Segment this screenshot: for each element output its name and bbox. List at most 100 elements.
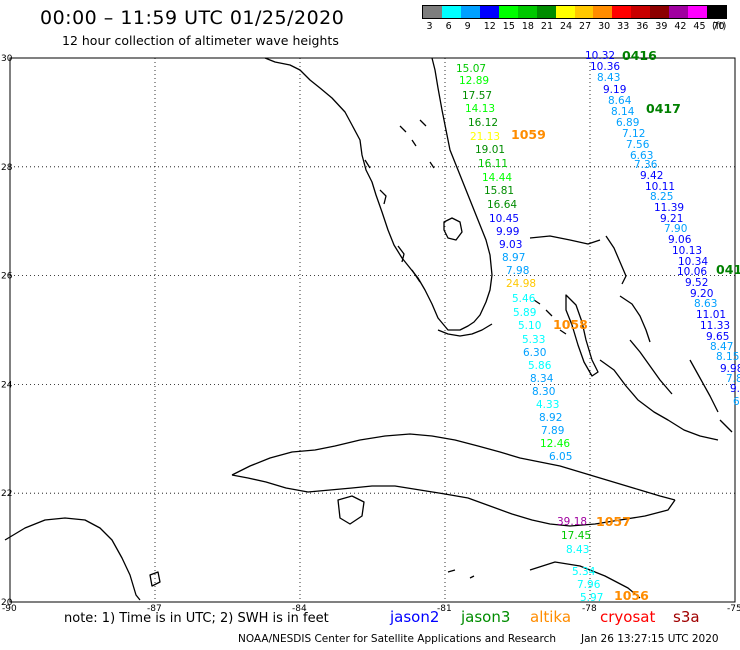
wave-height-value: 8.92 (539, 412, 562, 424)
wave-height-value: 10.11 (645, 181, 675, 193)
legend-label-15: 15 (502, 21, 515, 32)
note-text: note: 1) Time is in UTC; 2) SWH is in fe… (64, 611, 329, 626)
track-jason2: 10.3210.368.439.198.648.146.897.127.566.… (585, 50, 740, 408)
map-title: 00:00 – 11:59 UTC 01/25/2020 (40, 7, 345, 29)
gulf-coast-florida-panhandle (264, 57, 493, 331)
map-frame (9, 57, 736, 603)
florida-keys (437, 323, 493, 337)
pass-time-label: 1059 (511, 127, 546, 142)
legend-label-9: 9 (464, 21, 471, 32)
yucatan-coast (4, 517, 141, 601)
wave-height-value: 10.34 (678, 256, 708, 268)
legend-swatch-3 (423, 6, 442, 18)
satellite-cryosat: cryosat (600, 608, 656, 626)
wave-height-value: 9.65 (706, 331, 729, 343)
wave-height-value: 17.45 (561, 530, 591, 542)
wave-height-value: 5.46 (512, 293, 536, 305)
pass-time-label: 1056 (614, 588, 649, 603)
scattered-cays (399, 119, 567, 335)
legend-label-42: 42 (674, 21, 687, 32)
lon-label: -81 (437, 604, 452, 614)
exumas (629, 339, 673, 395)
wave-height-value: 19.01 (475, 144, 505, 156)
wave-height-value: 14.44 (482, 172, 512, 184)
legend-swatch-18 (517, 6, 537, 18)
lat-lon-grid (9, 57, 736, 603)
legend-label-12: 12 (483, 21, 496, 32)
wave-height-value: 7.96 (577, 579, 601, 591)
wave-height-value: 9.20 (690, 288, 713, 300)
wave-height-value: 7.90 (664, 223, 687, 235)
wave-height-value: 10.13 (672, 245, 702, 257)
wave-height-value: 8.14 (611, 106, 635, 118)
wave-height-value: 8.15 (716, 351, 739, 363)
legend-swatch-15 (498, 6, 518, 18)
wave-height-value: 24.98 (506, 278, 536, 290)
legend-swatch-30 (593, 6, 613, 18)
wave-height-value: 7.12 (622, 128, 645, 140)
legend-color-bar (422, 5, 727, 19)
wave-height-value: 12.89 (459, 75, 489, 87)
wave-height-value: 7.36 (634, 159, 658, 171)
legend-swatch-12 (479, 6, 499, 18)
wave-height-value: 8.30 (532, 386, 555, 398)
credit-text: NOAA/NESDIS Center for Satellite Applica… (238, 633, 556, 645)
legend-swatch-21 (536, 6, 556, 18)
wave-height-value: 15.07 (456, 63, 486, 75)
wave-height-value: 8.63 (694, 298, 717, 310)
wave-height-value: 5.34 (572, 566, 596, 578)
wave-height-value: 8.47 (710, 341, 733, 353)
legend-label-21: 21 (540, 21, 553, 32)
wave-height-value: 39.18 (557, 516, 587, 528)
abaco (605, 235, 627, 285)
satellite-jason3: jason3 (461, 608, 511, 626)
legend-swatch-33 (612, 6, 632, 18)
pass-time-label: 0416 (622, 48, 657, 63)
legend-swatch-45 (688, 6, 708, 18)
andros-island (565, 294, 599, 377)
pass-time-label: 0417 (646, 101, 681, 116)
wave-height-value: 16.12 (468, 117, 498, 129)
pass-time-label: 1058 (553, 317, 588, 332)
wave-height-value: 5.86 (528, 360, 552, 372)
legend-swatch-9 (460, 6, 480, 18)
wave-height-value: 8.34 (530, 373, 554, 385)
grand-bahama (529, 235, 601, 245)
legend-label-39: 39 (655, 21, 668, 32)
wave-height-value: 8.43 (597, 72, 620, 84)
west-coast-bays (364, 159, 421, 283)
lat-label: 26 (1, 272, 13, 282)
legend-label-70: 70 (712, 21, 725, 32)
satellite-jason2: jason2 (390, 608, 440, 626)
legend-label-27: 27 (579, 21, 592, 32)
cuba-south-coast (231, 474, 676, 527)
legend-swatch-70 (707, 6, 726, 18)
track-altika: 39.18 17.45 8.43 5.347.965.97 (557, 516, 603, 604)
wave-height-value: 6.63 (630, 150, 653, 162)
generated-timestamp: Jan 26 13:27:15 UTC 2020 (581, 633, 719, 645)
wave-height-value: 7.8 (726, 373, 740, 385)
lon-label: -87 (147, 604, 162, 614)
lat-label: 22 (1, 489, 12, 499)
legend-label-45: 45 (693, 21, 706, 32)
long-island-bahamas (689, 359, 719, 413)
wave-height-value: 7.56 (626, 139, 650, 151)
lon-label: -90 (2, 604, 17, 614)
legend-label-18: 18 (521, 21, 534, 32)
wave-height-value: 10.06 (677, 266, 707, 278)
legend-swatch-39 (650, 6, 670, 18)
pass-time-labels: 0416 0417 041 1059 1058 1057 1056 (511, 48, 740, 603)
wave-height-value: 9.99 (496, 226, 519, 238)
wave-height-value: 16.11 (478, 158, 508, 170)
wave-height-value: 8.43 (566, 544, 589, 556)
cuba-north-coast (231, 433, 676, 501)
wave-height-value: 9.06 (668, 234, 692, 246)
satellite-altika: altika (530, 608, 572, 626)
wave-height-value: 11.39 (654, 202, 684, 214)
wave-height-value: 5.89 (513, 307, 536, 319)
wave-height-value: 11.01 (696, 309, 726, 321)
wave-height-value: 10.45 (489, 213, 519, 225)
